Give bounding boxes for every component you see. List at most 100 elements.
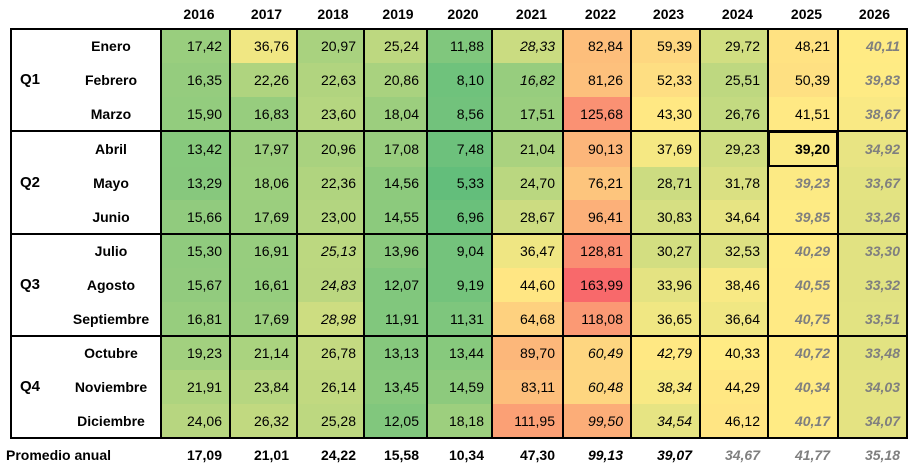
table-cell: 29,72 (700, 29, 768, 63)
table-cell: 52,33 (631, 63, 700, 97)
table-cell: 83,11 (492, 370, 563, 404)
month-label: Agosto (86, 277, 136, 293)
table-cell: 163,99 (563, 268, 631, 302)
grid-line-horizontal (10, 130, 908, 132)
table-cell: 24,83 (297, 268, 364, 302)
month-label: Septiembre (72, 311, 150, 327)
table-cell: 33,51 (838, 302, 908, 336)
table-cell: 30,83 (631, 200, 700, 234)
annual-average-value: 35,18 (864, 447, 900, 463)
table-cell: 24,06 (162, 404, 230, 438)
table-cell: 14,56 (364, 167, 427, 200)
month-label: Diciembre (77, 413, 145, 429)
year-header: 2022 (584, 6, 617, 22)
table-cell: 125,68 (563, 97, 631, 131)
annual-average-value: 34,67 (724, 447, 760, 463)
year-header: 2024 (721, 6, 754, 22)
table-cell: 40,34 (768, 370, 838, 404)
table-cell: 38,34 (631, 370, 700, 404)
table-cell: 40,17 (768, 404, 838, 438)
grid-line-vertical (296, 28, 298, 439)
table-cell: 81,26 (563, 63, 631, 97)
table-cell: 18,06 (230, 167, 297, 200)
table-cell: 44,60 (492, 268, 563, 302)
table-cell: 48,21 (768, 29, 838, 63)
table-cell: 15,67 (162, 268, 230, 302)
year-header: 2019 (382, 6, 414, 22)
table-cell: 22,36 (297, 167, 364, 200)
table-cell: 22,63 (297, 63, 364, 97)
year-header: 2025 (790, 6, 823, 22)
table-cell: 39,83 (838, 63, 908, 97)
table-cell: 15,30 (162, 234, 230, 268)
table-cell: 23,84 (230, 370, 297, 404)
table-cell: 16,83 (230, 97, 297, 131)
table-cell: 26,76 (700, 97, 768, 131)
table-cell: 40,29 (768, 234, 838, 268)
month-label: Febrero (84, 72, 138, 88)
table-cell: 28,98 (297, 302, 364, 336)
table-cell: 76,21 (563, 167, 631, 200)
table-cell: 89,70 (492, 336, 563, 370)
grid-line-vertical (363, 28, 365, 439)
grid-line-vertical (906, 28, 908, 439)
table-cell: 60,48 (563, 370, 631, 404)
table-cell: 9,19 (427, 268, 492, 302)
table-cell: 18,18 (427, 404, 492, 438)
table-cell: 17,51 (492, 97, 563, 131)
table-cell: 82,84 (563, 29, 631, 63)
table-cell: 17,97 (230, 131, 297, 167)
year-header: 2018 (317, 6, 349, 22)
table-cell: 36,76 (230, 29, 297, 63)
table-cell: 41,51 (768, 97, 838, 131)
table-cell: 36,64 (700, 302, 768, 336)
table-cell: 36,47 (492, 234, 563, 268)
table-cell: 59,39 (631, 29, 700, 63)
table-cell: 33,30 (838, 234, 908, 268)
table-cell: 44,29 (700, 370, 768, 404)
table-cell: 18,04 (364, 97, 427, 131)
table-cell: 12,05 (364, 404, 427, 438)
table-cell: 12,07 (364, 268, 427, 302)
table-cell: 16,61 (230, 268, 297, 302)
table-cell: 21,04 (492, 131, 563, 167)
annual-average-value: 15,58 (383, 447, 419, 463)
table-cell: 11,91 (364, 302, 427, 336)
table-cell: 31,78 (700, 167, 768, 200)
table-cell: 99,50 (563, 404, 631, 438)
table-cell: 33,67 (838, 167, 908, 200)
table-cell: 16,91 (230, 234, 297, 268)
quarter-label: Q4 (19, 378, 40, 395)
table-cell: 38,46 (700, 268, 768, 302)
quarter-label: Q1 (19, 71, 40, 88)
table-cell: 16,81 (162, 302, 230, 336)
table-cell: 13,45 (364, 370, 427, 404)
table-cell: 26,14 (297, 370, 364, 404)
annual-average-value: 17,09 (186, 447, 222, 463)
table-cell: 40,75 (768, 302, 838, 336)
month-label: Junio (92, 209, 130, 225)
table-cell: 128,81 (563, 234, 631, 268)
table-cell: 25,24 (364, 29, 427, 63)
table-cell: 14,55 (364, 200, 427, 234)
quarter-label: Q2 (19, 174, 40, 191)
table-cell: 21,91 (162, 370, 230, 404)
year-header: 2017 (250, 6, 283, 22)
table-cell: 23,60 (297, 97, 364, 131)
table-cell: 11,31 (427, 302, 492, 336)
grid-line-vertical (426, 28, 428, 439)
table-cell: 7,48 (427, 131, 492, 167)
table-cell: 33,32 (838, 268, 908, 302)
table-cell: 29,23 (700, 131, 768, 167)
table-cell: 28,71 (631, 167, 700, 200)
grid-line-vertical (837, 28, 839, 439)
table-cell: 25,51 (700, 63, 768, 97)
grid-line-horizontal (10, 335, 908, 337)
table-cell: 46,12 (700, 404, 768, 438)
grid-line-vertical (160, 28, 162, 439)
table-cell: 28,67 (492, 200, 563, 234)
table-cell: 50,39 (768, 63, 838, 97)
table-cell: 64,68 (492, 302, 563, 336)
table-cell: 38,67 (838, 97, 908, 131)
